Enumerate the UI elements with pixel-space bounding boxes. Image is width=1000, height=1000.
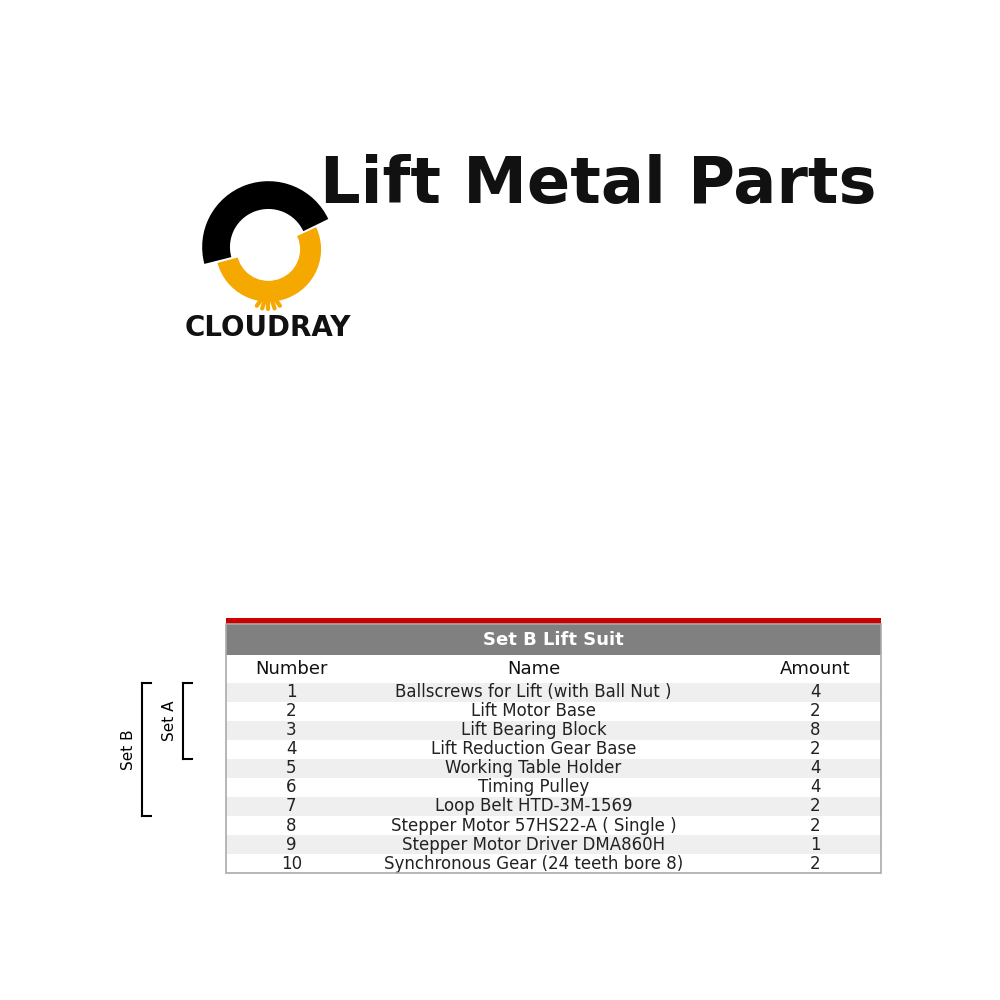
Wedge shape bbox=[217, 227, 321, 302]
Text: Number: Number bbox=[255, 660, 327, 678]
Text: Working Table Holder: Working Table Holder bbox=[445, 759, 622, 777]
Bar bbox=[226, 702, 881, 721]
Bar bbox=[226, 797, 881, 816]
Bar bbox=[226, 683, 881, 702]
Text: 4: 4 bbox=[810, 683, 820, 701]
Text: Ballscrews for Lift (with Ball Nut ): Ballscrews for Lift (with Ball Nut ) bbox=[395, 683, 672, 701]
Bar bbox=[226, 624, 881, 655]
Text: 4: 4 bbox=[810, 759, 820, 777]
Text: Loop Belt HTD-3M-1569: Loop Belt HTD-3M-1569 bbox=[435, 797, 632, 815]
Text: 6: 6 bbox=[286, 778, 296, 796]
Text: 1: 1 bbox=[286, 683, 297, 701]
Text: 5: 5 bbox=[286, 759, 296, 777]
Bar bbox=[226, 721, 881, 740]
Text: 9: 9 bbox=[286, 836, 296, 854]
Text: 8: 8 bbox=[810, 721, 820, 739]
Text: Set B: Set B bbox=[121, 729, 136, 770]
Bar bbox=[226, 854, 881, 873]
Text: 7: 7 bbox=[286, 797, 296, 815]
Text: 2: 2 bbox=[810, 817, 820, 835]
Text: Set A: Set A bbox=[162, 701, 177, 741]
Text: Synchronous Gear (24 teeth bore 8): Synchronous Gear (24 teeth bore 8) bbox=[384, 855, 683, 873]
Text: 2: 2 bbox=[810, 702, 820, 720]
Text: Set B Lift Suit: Set B Lift Suit bbox=[483, 631, 624, 649]
Text: 4: 4 bbox=[286, 740, 296, 758]
Text: 2: 2 bbox=[810, 740, 820, 758]
Text: Lift Reduction Gear Base: Lift Reduction Gear Base bbox=[431, 740, 636, 758]
Bar bbox=[226, 618, 881, 624]
Text: 3: 3 bbox=[286, 721, 297, 739]
Bar bbox=[226, 624, 881, 873]
Text: Name: Name bbox=[507, 660, 560, 678]
Text: Stepper Motor 57HS22-A ( Single ): Stepper Motor 57HS22-A ( Single ) bbox=[391, 817, 676, 835]
Text: 2: 2 bbox=[810, 855, 820, 873]
Text: 2: 2 bbox=[810, 797, 820, 815]
Circle shape bbox=[237, 219, 299, 280]
Text: 10: 10 bbox=[281, 855, 302, 873]
Text: Lift Metal Parts: Lift Metal Parts bbox=[320, 154, 877, 216]
Bar bbox=[226, 740, 881, 759]
Text: 2: 2 bbox=[286, 702, 297, 720]
Text: CLOUDRAY: CLOUDRAY bbox=[185, 314, 352, 342]
Bar bbox=[226, 816, 881, 835]
Text: Lift Bearing Block: Lift Bearing Block bbox=[461, 721, 606, 739]
Text: Amount: Amount bbox=[780, 660, 850, 678]
Bar bbox=[226, 835, 881, 854]
Text: Lift Motor Base: Lift Motor Base bbox=[471, 702, 596, 720]
Text: Timing Pulley: Timing Pulley bbox=[478, 778, 589, 796]
Text: 4: 4 bbox=[810, 778, 820, 796]
Text: Stepper Motor Driver DMA860H: Stepper Motor Driver DMA860H bbox=[402, 836, 665, 854]
Bar bbox=[226, 778, 881, 797]
Text: 1: 1 bbox=[810, 836, 820, 854]
Bar bbox=[226, 759, 881, 778]
Bar bbox=[226, 655, 881, 683]
Text: 8: 8 bbox=[286, 817, 296, 835]
